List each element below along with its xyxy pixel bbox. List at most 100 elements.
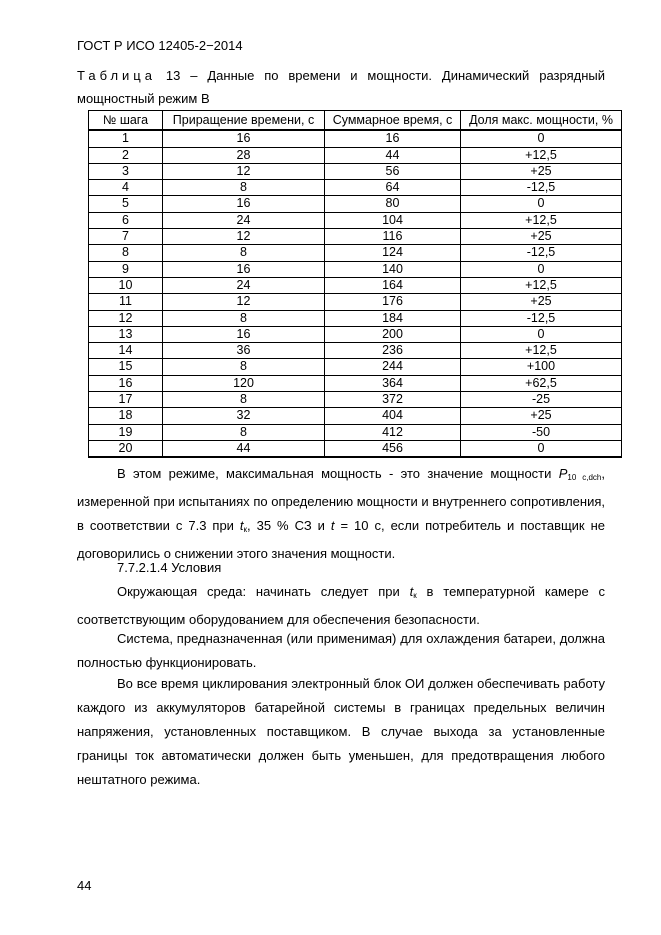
subscript: к: [243, 525, 248, 534]
table-cell: 0: [460, 195, 622, 213]
column-header: Приращение времени, с: [162, 110, 325, 131]
table-row: 15 8 244 +100: [88, 358, 622, 376]
table-cell: 19: [88, 423, 163, 441]
table-cell: 80: [324, 195, 461, 213]
table-cell: 12: [162, 228, 325, 246]
table-cell: 176: [324, 293, 461, 311]
text: в температурной камере с соответствующим…: [77, 584, 605, 627]
table-row: 12 8 184 -12,5: [88, 309, 622, 327]
column-header: № шага: [88, 110, 163, 131]
table-cell: 36: [162, 342, 325, 360]
table-row: 4 8 64 -12,5: [88, 179, 622, 197]
table-cell: 8: [162, 244, 325, 262]
table-cell: 16: [162, 325, 325, 344]
table-cell: +12,5: [460, 276, 622, 295]
table-cell: 18: [88, 407, 163, 425]
table-row: 7 12 116 +25: [88, 228, 622, 246]
table-cell: 13: [88, 325, 163, 344]
text: В этом режиме, максимальная мощность - э…: [117, 466, 559, 481]
table-cell: 456: [324, 439, 461, 458]
table-row: 5 16 80 0: [88, 195, 622, 213]
table-row: 3 12 56 +25: [88, 162, 622, 181]
table-cell: 6: [88, 211, 163, 230]
table-cell: 116: [324, 228, 461, 246]
table-cell: 16: [88, 374, 163, 393]
table-cell: 12: [88, 309, 163, 327]
table-cell: 8: [162, 391, 325, 409]
caption-text: 13 – Данные по времени и мощности. Динам…: [77, 68, 605, 106]
table-cell: 4: [88, 179, 163, 197]
table-row: 16 120 364 +62,5: [88, 374, 622, 393]
table-cell: +100: [460, 358, 622, 376]
table-cell: 12: [162, 293, 325, 311]
symbol-t: t: [239, 518, 244, 533]
table-cell: 3: [88, 162, 163, 181]
symbol-p: P: [558, 466, 568, 481]
table-cell: 24: [162, 276, 325, 295]
table-row: 8 8 124 -12,5: [88, 244, 622, 262]
table-row: 11 12 176 +25: [88, 293, 622, 311]
table-cell: +12,5: [460, 342, 622, 360]
table-cell: 7: [88, 228, 163, 246]
table-cell: 16: [324, 129, 461, 148]
table-row: 19 8 412 -50: [88, 423, 622, 441]
table-cell: -12,5: [460, 179, 622, 197]
table-cell: 0: [460, 439, 622, 458]
table-cell: 0: [460, 260, 622, 278]
table-cell: 8: [162, 358, 325, 376]
table-cell: 372: [324, 391, 461, 409]
table-row: 10 24 164 +12,5: [88, 276, 622, 295]
table-cell: 64: [324, 179, 461, 197]
column-header: Суммарное время, с: [324, 110, 461, 131]
table-cell: 24: [162, 211, 325, 230]
text: , измеренной при испытаниях по определен…: [77, 466, 605, 533]
table-cell: 8: [162, 179, 325, 197]
table-cell: 12: [162, 162, 325, 181]
table-row: 18 32 404 +25: [88, 407, 622, 425]
table-cell: 16: [162, 260, 325, 278]
table-cell: 11: [88, 293, 163, 311]
table-row: 9 16 140 0: [88, 260, 622, 278]
table-cell: -25: [460, 391, 622, 409]
symbol-t: t: [330, 518, 335, 533]
column-header: Доля макс. мощности, %: [460, 110, 622, 131]
paragraph-electronics: Во все время циклирования электронный бл…: [77, 676, 605, 787]
table-cell: 17: [88, 391, 163, 409]
table-row: 6 24 104 +12,5: [88, 211, 622, 230]
table-cell: 200: [324, 325, 461, 344]
table-cell: 124: [324, 244, 461, 262]
paragraph-environment: Окружающая среда: начинать следует при t…: [77, 580, 605, 632]
table-cell: -12,5: [460, 309, 622, 327]
symbol-t: t: [409, 584, 414, 599]
table-cell: 44: [324, 146, 461, 164]
table-cell: 8: [162, 309, 325, 327]
table-header-row: № шага Приращение времени, с Суммарное вре…: [88, 110, 622, 131]
table-cell: 8: [88, 244, 163, 262]
table-cell: -12,5: [460, 244, 622, 262]
table-cell: 364: [324, 374, 461, 393]
text: , 35 % СЗ и: [247, 518, 331, 533]
table-cell: 5: [88, 195, 163, 213]
table-row: 14 36 236 +12,5: [88, 342, 622, 360]
text: Окружающая среда: начинать следует при: [117, 584, 410, 599]
table-cell: 104: [324, 211, 461, 230]
table-cell: +25: [460, 228, 622, 246]
data-table: № шага Приращение времени, с Суммарное вре…: [88, 110, 622, 459]
table-cell: 236: [324, 342, 461, 360]
table-cell: 0: [460, 129, 622, 148]
table-cell: 16: [162, 195, 325, 213]
table-cell: +12,5: [460, 146, 622, 164]
table-cell: +25: [460, 162, 622, 181]
table-cell: 120: [162, 374, 325, 393]
document-header: ГОСТ Р ИСО 12405-2−2014: [77, 38, 243, 53]
table-cell: +12,5: [460, 211, 622, 230]
table-cell: 8: [162, 423, 325, 441]
table-cell: 14: [88, 342, 163, 360]
table-cell: -50: [460, 423, 622, 441]
paragraph-cooling: Система, предназначенная (или применимая…: [77, 631, 605, 670]
table-cell: 412: [324, 423, 461, 441]
table-caption: Таблица 13 – Данные по времени и мощност…: [77, 64, 605, 110]
table-cell: +25: [460, 407, 622, 425]
table-cell: 20: [88, 439, 163, 458]
